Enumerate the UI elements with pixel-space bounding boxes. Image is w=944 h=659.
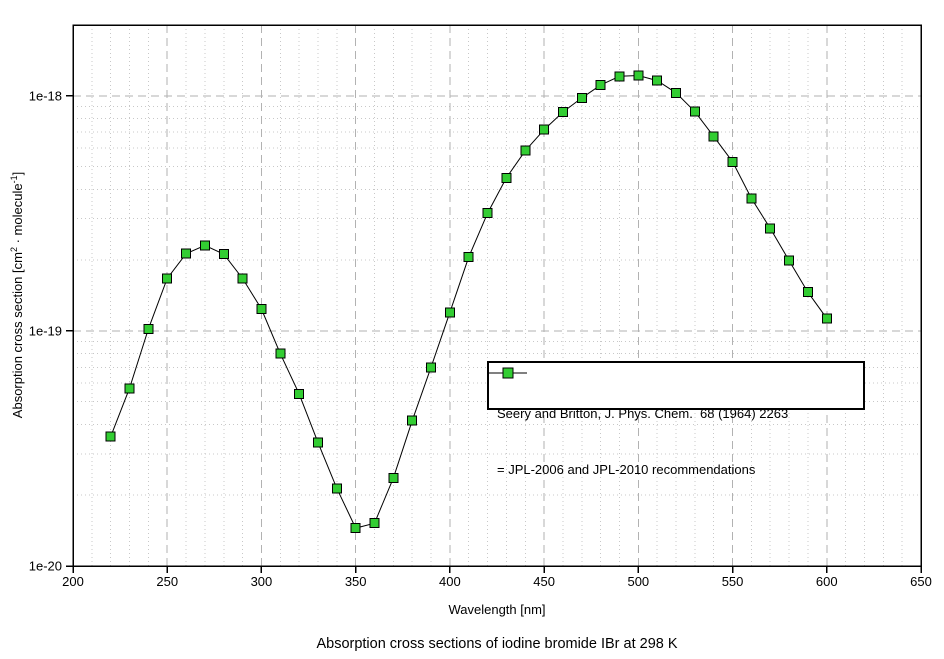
chart-title: Absorption cross sections of iodine brom… — [316, 636, 678, 652]
y-axis-title-superscript: -1 — [8, 175, 19, 184]
x-tick-label: 200 — [62, 574, 84, 589]
data-point-marker — [520, 145, 531, 156]
data-point-marker — [331, 483, 342, 494]
x-tick-label: 450 — [533, 574, 555, 589]
y-axis-title: Absorption cross section [cm2 · molecule… — [9, 172, 25, 418]
x-tick-label: 400 — [439, 574, 461, 589]
data-point-marker — [765, 223, 776, 234]
data-point-marker — [275, 348, 286, 359]
data-point-marker — [482, 208, 493, 219]
x-tick-label: 550 — [722, 574, 744, 589]
data-point-marker — [350, 523, 361, 534]
y-axis-title-text: ] — [10, 171, 26, 176]
plot-frame — [72, 24, 922, 567]
data-point-marker — [539, 124, 550, 135]
data-point-marker — [407, 415, 418, 426]
y-tick-label: 1e-20 — [29, 559, 62, 574]
data-point-marker — [256, 303, 267, 314]
data-point-marker — [821, 313, 832, 324]
y-tick-label: 1e-19 — [29, 323, 62, 338]
data-point-marker — [218, 249, 229, 260]
data-point-marker — [784, 255, 795, 266]
y-axis-title-text: · molecule — [10, 183, 26, 248]
x-tick-label: 250 — [156, 574, 178, 589]
data-point-marker — [708, 131, 719, 142]
data-point-marker — [444, 307, 455, 318]
data-point-marker — [388, 472, 399, 483]
data-point-marker — [426, 362, 437, 373]
data-point-marker — [633, 70, 644, 81]
data-point-marker — [802, 287, 813, 298]
y-tick-label: 1e-18 — [29, 88, 62, 103]
data-point-marker — [143, 323, 154, 334]
legend-line-1: Seery and Britton, J. Phys. Chem. 68 (19… — [497, 406, 789, 421]
legend-line-2: = JPL-2006 and JPL-2010 recommendations — [497, 461, 756, 477]
y-axis-title-text: Absorption cross section [cm — [10, 252, 26, 419]
data-point-marker — [124, 383, 135, 394]
data-point-marker — [501, 172, 512, 183]
data-point-marker — [746, 193, 757, 204]
x-axis-title: Wavelength [nm] — [448, 602, 546, 617]
data-point-marker — [652, 75, 663, 86]
legend: Seery and Britton, J. Phys. Chem. 68 (19… — [487, 361, 865, 477]
data-point-marker — [689, 106, 700, 117]
x-tick-label: 600 — [816, 574, 838, 589]
data-point-marker — [105, 431, 116, 442]
data-point-marker — [671, 87, 682, 98]
data-point-marker — [557, 107, 568, 118]
data-point-marker — [595, 80, 606, 91]
data-point-marker — [294, 388, 305, 399]
data-point-marker — [727, 156, 738, 167]
data-point-marker — [199, 240, 210, 251]
data-point-marker — [463, 252, 474, 263]
data-point-marker — [181, 248, 192, 259]
x-tick-label: 300 — [251, 574, 273, 589]
x-tick-label: 350 — [345, 574, 367, 589]
x-tick-label: 500 — [627, 574, 649, 589]
x-tick-label: 650 — [910, 574, 932, 589]
data-point-marker — [614, 71, 625, 82]
data-point-marker — [312, 437, 323, 448]
legend-marker-icon — [489, 367, 527, 379]
data-point-marker — [576, 92, 587, 103]
y-axis-title-superscript: 2 — [8, 247, 19, 253]
data-point-marker — [369, 518, 380, 529]
data-point-marker — [162, 273, 173, 284]
data-point-marker — [237, 273, 248, 284]
